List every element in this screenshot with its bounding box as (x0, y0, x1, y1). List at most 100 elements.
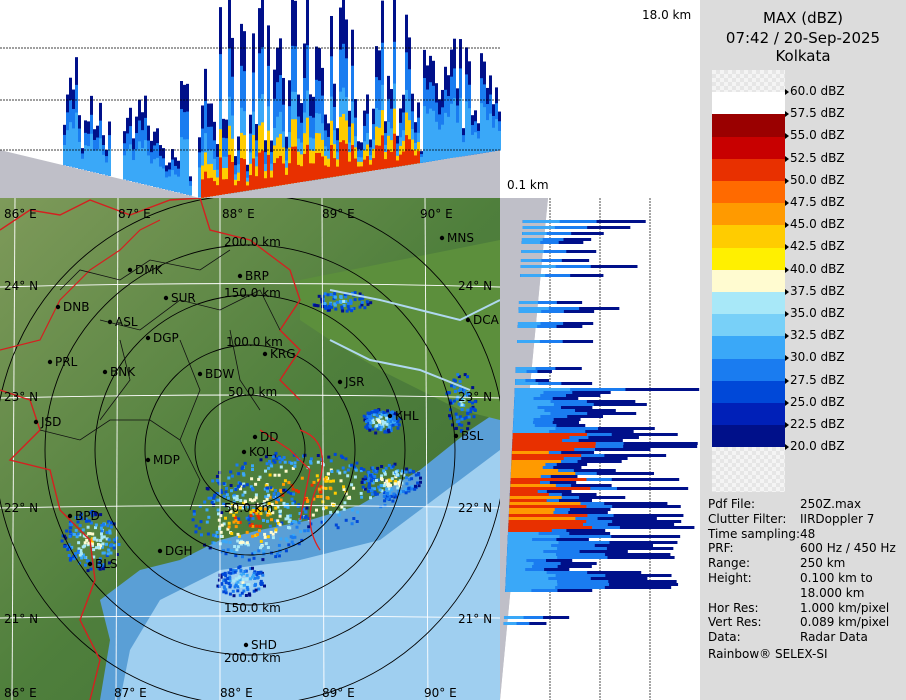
city-label: BNK (110, 365, 136, 379)
range-ring-label: 200.0 km (224, 651, 281, 665)
lon-label: 87° E (118, 207, 151, 221)
station-name: Kolkata (775, 47, 831, 65)
info-value: 18.000 km (800, 585, 865, 600)
range-ring-label: 150.0 km (224, 601, 281, 615)
lon-label: 86° E (4, 686, 37, 700)
info-key: Range: (708, 556, 751, 571)
scale-swatch (712, 92, 785, 115)
city-marker (47, 359, 53, 365)
lon-label: 89° E (322, 686, 355, 700)
scale-label: 27.5 dBZ (785, 372, 845, 387)
scale-swatch (712, 358, 785, 381)
city-marker (55, 304, 61, 310)
city-marker (33, 419, 39, 425)
city-marker (262, 351, 268, 357)
lat-label: 22° N (4, 501, 38, 515)
legend-panel: MAX (dBZ) 07:42 / 20-Sep-2025 Kolkata Ra… (700, 0, 906, 700)
info-value: 48 (800, 526, 816, 541)
info-key: Data: (708, 630, 741, 645)
lon-label: 90° E (424, 686, 457, 700)
city-label: MDP (153, 453, 180, 467)
scale-swatch (712, 136, 785, 159)
city-label: KRG (270, 347, 296, 361)
scale-label: 60.0 dBZ (785, 84, 845, 98)
info-key: Clutter Filter: (708, 511, 787, 526)
info-row: Hor Res: 1.000 km/pixel (708, 600, 889, 615)
scale-swatch (712, 292, 785, 315)
map-area (0, 198, 500, 700)
info-key: Hor Res: (708, 600, 759, 615)
city-marker (197, 371, 203, 377)
info-key: Height: (708, 571, 752, 585)
lat-label: 23° N (4, 390, 38, 404)
scale-swatch (712, 247, 785, 270)
city-marker (243, 642, 249, 648)
scale-swatch (712, 225, 785, 248)
city-label: DD (260, 430, 278, 444)
lat-label: 21° N (4, 612, 38, 626)
scale-swatch (712, 314, 785, 337)
city-label: DGP (153, 331, 179, 345)
scale-swatch (712, 336, 785, 359)
lat-label: 22° N (458, 501, 492, 515)
info-value: 250 km (800, 556, 846, 571)
height-top-label: 18.0 km (642, 8, 692, 22)
scale-label: 30.0 dBZ (785, 350, 845, 365)
city-label: BPD (75, 509, 100, 523)
lon-label: 87° E (114, 686, 147, 700)
city-label: KOL (249, 445, 273, 459)
info-row: Vert Res: 0.089 km/pixel (708, 615, 889, 629)
city-marker (237, 273, 243, 279)
info-row: Range: 250 km (708, 556, 845, 571)
range-ring-label: 100.0 km (226, 335, 283, 349)
city-marker (157, 548, 163, 554)
scale-label: 52.5 dBZ (785, 150, 845, 165)
city-label: BDW (205, 367, 234, 381)
lon-label: 88° E (222, 207, 255, 221)
city-marker (337, 379, 343, 385)
footer-credit: Rainbow® SELEX-SI (708, 647, 828, 661)
side-cross-section (500, 198, 700, 700)
city-marker (145, 335, 151, 341)
info-value: 250Z.max (800, 497, 862, 511)
scale-label: 20.0 dBZ (785, 439, 845, 454)
info-row: PRF: 600 Hz / 450 Hz (708, 541, 896, 556)
scale-label: 22.5 dBZ (785, 417, 845, 431)
city-label: PRL (55, 355, 78, 369)
lon-label: 88° E (220, 686, 253, 700)
info-value: 0.089 km/pixel (800, 615, 890, 630)
scale-swatch (712, 380, 785, 403)
range-ring-label: 50.0 km (224, 501, 273, 515)
scale-swatch (712, 181, 785, 204)
scale-swatch (712, 269, 785, 292)
info-key: PRF: (708, 541, 734, 556)
scale-label: 25.0 dBZ (785, 394, 845, 409)
scale-swatch (712, 447, 785, 493)
city-marker (241, 449, 247, 455)
city-marker (163, 295, 169, 301)
range-ring-label: 200.0 km (224, 235, 281, 249)
scale-swatch (712, 203, 785, 226)
scale-label: 40.0 dBZ (785, 261, 845, 276)
lat-label: 24° N (458, 279, 492, 293)
top-cross-section (0, 0, 501, 198)
city-marker (387, 413, 393, 419)
scale-label: 37.5 dBZ (785, 283, 845, 298)
scale-label: 50.0 dBZ (785, 172, 845, 187)
city-marker (127, 267, 133, 273)
city-marker (67, 513, 73, 519)
lon-label: 89° E (322, 207, 355, 221)
city-label: JSD (40, 415, 61, 429)
scale-swatch (712, 425, 785, 448)
city-marker (87, 561, 93, 567)
city-label: DNB (63, 300, 89, 314)
info-key: Time sampling: (708, 526, 801, 541)
scale-label: 47.5 dBZ (785, 195, 845, 209)
scale-label: 35.0 dBZ (785, 306, 845, 320)
info-value: 0.100 km to (800, 571, 873, 585)
city-marker (107, 319, 113, 325)
city-label: BSL (461, 429, 484, 443)
info-value: Radar Data (800, 630, 868, 645)
info-key: Pdf File: (708, 497, 756, 511)
city-marker (145, 457, 151, 463)
